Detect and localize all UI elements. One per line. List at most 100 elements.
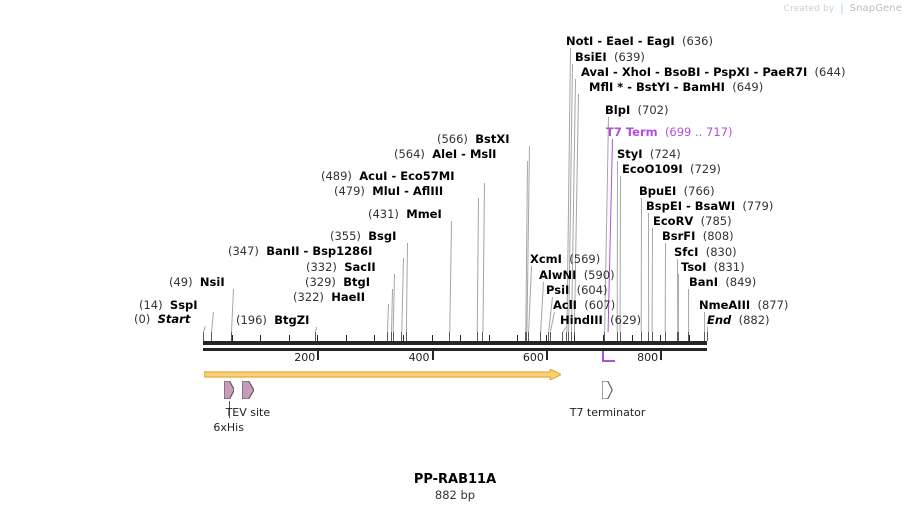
site-tick[interactable] — [620, 332, 621, 341]
site-tick[interactable] — [526, 332, 527, 341]
ruler-minor-tick — [232, 335, 233, 341]
site-tick[interactable] — [482, 332, 483, 341]
enzyme-label-bsrfi[interactable]: BsrFI (808) — [662, 230, 734, 242]
enzyme-label-ecorv[interactable]: EcoRV (785) — [653, 215, 732, 227]
enzyme-label-haeii[interactable]: (322) HaeII — [293, 291, 365, 303]
feature-6xhis[interactable] — [223, 380, 235, 400]
site-tick[interactable] — [617, 332, 618, 341]
ruler-minor-tick — [546, 335, 547, 341]
site-tick[interactable] — [525, 332, 526, 341]
site-tick[interactable] — [571, 332, 572, 341]
enzyme-label-sacii[interactable]: (332) SacII — [306, 261, 376, 273]
site-position: (629) — [610, 313, 642, 327]
enzyme-label-alwni[interactable]: AlwNI (590) — [539, 269, 615, 281]
site-position: (329) — [305, 275, 336, 289]
enzyme-label-end[interactable]: End (882) — [707, 314, 770, 326]
feature-t7-term-marker[interactable] — [602, 351, 615, 362]
enzyme-label-start[interactable]: (0) Start — [134, 313, 190, 325]
enzyme-label-xcmi[interactable]: XcmI (569) — [530, 253, 600, 265]
leader-line — [540, 281, 544, 333]
enzyme-separator: - — [651, 65, 664, 79]
site-tick[interactable] — [678, 332, 679, 341]
site-tick[interactable] — [393, 332, 394, 341]
enzyme-label-alei[interactable]: (564) AleI - MslI — [394, 148, 496, 160]
enzyme-label-acui[interactable]: (489) AcuI - Eco57MI — [321, 170, 455, 182]
site-tick[interactable] — [548, 332, 549, 341]
feature-t7-terminator[interactable] — [601, 380, 614, 400]
site-tick[interactable] — [648, 332, 649, 341]
site-tick[interactable] — [704, 332, 705, 341]
enzyme-name: XhoI — [621, 65, 652, 79]
site-tick[interactable] — [401, 332, 402, 341]
site-tick[interactable] — [665, 332, 666, 341]
enzyme-separator: - — [387, 169, 401, 183]
enzyme-label-sspi[interactable]: (14) SspI — [139, 299, 198, 311]
ruler-minor-tick — [346, 335, 347, 341]
enzyme-label-btgzi[interactable]: (196) BtgZI — [236, 314, 309, 326]
enzyme-label-ecoo109i[interactable]: EcoO109I (729) — [622, 163, 721, 175]
site-tick[interactable] — [641, 332, 642, 341]
enzyme-label-tsoi[interactable]: TsoI (831) — [681, 261, 745, 273]
enzyme-label-styi[interactable]: StyI (724) — [617, 148, 681, 160]
enzyme-name: SfcI — [674, 245, 699, 259]
enzyme-separator: - — [749, 65, 763, 79]
site-tick[interactable] — [477, 332, 478, 341]
enzyme-label-mlui[interactable]: (479) MluI - AflIII — [334, 185, 443, 197]
enzyme-label-bspei[interactable]: BspEI - BsaWI (779) — [646, 200, 773, 212]
leader-line — [449, 220, 452, 332]
site-tick[interactable] — [604, 332, 605, 341]
enzyme-name: NotI — [566, 34, 594, 48]
enzyme-label-psii[interactable]: PsiI (604) — [546, 284, 608, 296]
enzyme-name: AflIII — [412, 184, 444, 198]
site-tick[interactable] — [652, 332, 653, 341]
site-tick[interactable] — [387, 332, 388, 341]
enzyme-label-nsii[interactable]: (49) NsiI — [169, 276, 225, 288]
enzyme-label-mmei[interactable]: (431) MmeI — [368, 208, 442, 220]
enzyme-label-sfci[interactable]: SfcI (830) — [674, 246, 737, 258]
enzyme-label-banii[interactable]: (347) BanII - Bsp1286I — [228, 245, 372, 257]
site-tick[interactable] — [315, 332, 316, 341]
site-tick[interactable] — [688, 332, 689, 341]
site-position: (332) — [306, 260, 337, 274]
site-tick[interactable] — [203, 332, 204, 341]
site-tick[interactable] — [391, 332, 392, 341]
snapgene-bookmark-icon: ❙ — [837, 2, 847, 15]
enzyme-label-bani[interactable]: BanI (849) — [689, 276, 756, 288]
enzyme-label-blpi[interactable]: BlpI (702) — [605, 104, 668, 116]
enzyme-label-bsiei[interactable]: BsiEI (639) — [575, 51, 645, 63]
site-position: (724) — [649, 147, 681, 161]
site-tick[interactable] — [406, 332, 407, 341]
site-tick[interactable] — [449, 332, 450, 341]
site-position: (639) — [614, 50, 645, 64]
site-tick[interactable] — [550, 332, 551, 341]
enzyme-label-btgi[interactable]: (329) BtgI — [305, 276, 370, 288]
site-position: (0) — [134, 312, 151, 326]
site-tick[interactable] — [566, 332, 567, 341]
site-tick[interactable] — [568, 332, 569, 341]
site-tick[interactable] — [211, 332, 212, 341]
enzyme-name: MflI * — [589, 80, 624, 94]
enzyme-label-bstxi[interactable]: (566) BstXI — [437, 133, 510, 145]
feature-tev-site[interactable] — [241, 380, 255, 400]
site-tick[interactable] — [540, 332, 541, 341]
enzyme-name: BtgZI — [274, 313, 310, 327]
site-tick[interactable] — [677, 332, 678, 341]
site-tick[interactable] — [231, 332, 232, 341]
site-position: (702) — [637, 103, 669, 117]
enzyme-label-nmeaiii[interactable]: NmeAIII (877) — [699, 299, 788, 311]
enzyme-label-noti[interactable]: NotI - EaeI - EagI (636) — [566, 35, 713, 47]
site-tick[interactable] — [528, 332, 529, 341]
enzyme-label-t7term[interactable]: T7 Term (699 .. 717) — [606, 126, 732, 138]
ruler-minor-tick — [432, 335, 433, 341]
enzyme-label-hindiii[interactable]: HindIII (629) — [560, 314, 641, 326]
enzyme-label-bsgi[interactable]: (355) BsgI — [330, 230, 396, 242]
enzyme-label-mfli[interactable]: MflI * - BstYI - BamHI (649) — [589, 81, 763, 93]
enzyme-label-bpuei[interactable]: BpuEI (766) — [639, 185, 715, 197]
site-tick[interactable] — [562, 332, 563, 341]
enzyme-name: BtgI — [343, 275, 371, 289]
site-tick[interactable] — [707, 332, 708, 341]
enzyme-label-avai[interactable]: AvaI - XhoI - BsoBI - PspXI - PaeR7I (64… — [581, 66, 845, 78]
enzyme-label-acli[interactable]: AclI (607) — [553, 299, 615, 311]
orf-arrow-rab11a[interactable] — [202, 365, 563, 381]
site-position: (808) — [702, 229, 734, 243]
